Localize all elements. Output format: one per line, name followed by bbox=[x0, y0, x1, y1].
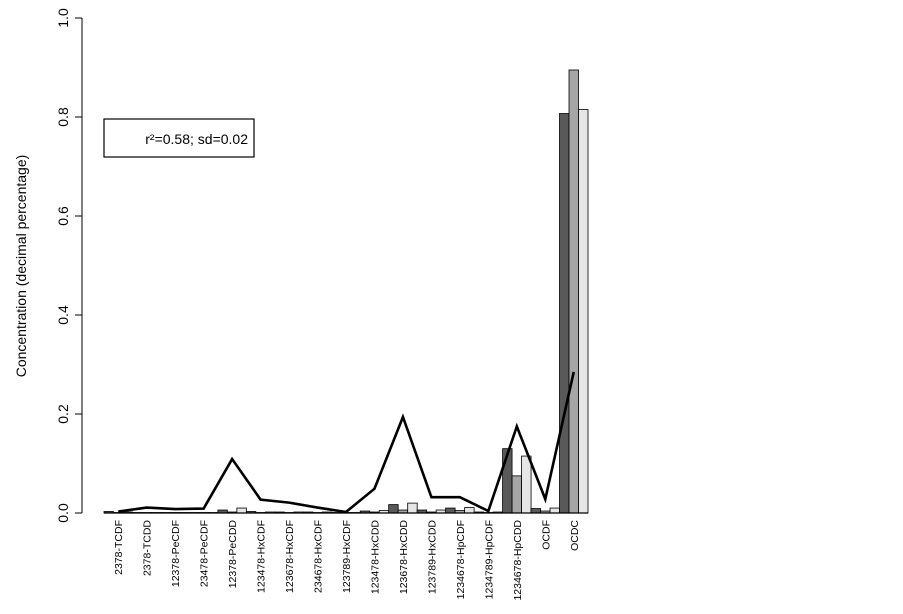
x-tick-label-123478-HxCDF: 123478-HxCDF bbox=[256, 520, 268, 593]
x-tick-label-123478-HxCDD: 123478-HxCDD bbox=[369, 520, 381, 595]
y-tick-label-0.4: 0.4 bbox=[55, 305, 71, 325]
bar-3-OCDC bbox=[578, 109, 589, 514]
x-tick-label-12378-PeCDF: 12378-PeCDF bbox=[170, 520, 182, 587]
y-axis: 0.0 0.2 0.4 0.6 0.8 1.0 bbox=[55, 8, 83, 523]
x-tick-label-12378-PeCDD: 12378-PeCDD bbox=[227, 520, 239, 589]
y-tick-label-0.8: 0.8 bbox=[55, 107, 71, 127]
bar-1-1234678-HpCDF bbox=[445, 507, 456, 514]
x-tick-label-OCDF: OCDF bbox=[540, 520, 552, 550]
x-tick-label-123789-HxCDD: 123789-HxCDD bbox=[426, 520, 438, 595]
x-axis: 2378-TCDF 2378-TCDD 12378-PeCDF 23478-PeCDF… bbox=[104, 512, 588, 601]
x-tick-label-23478-PeCDF: 23478-PeCDF bbox=[199, 520, 211, 587]
bar-2-OCDC bbox=[568, 69, 579, 514]
bar-2-1234678-HpCDD bbox=[511, 475, 522, 514]
legend: r²=0.58; sd=0.02 bbox=[103, 118, 255, 158]
bar-3-12378-PeCDD bbox=[236, 507, 247, 514]
x-tick-label-2378-TCDD: 2378-TCDD bbox=[142, 520, 154, 576]
bar-3-1234678-HpCDD bbox=[521, 455, 532, 514]
x-tick-label-123789-HxCDF: 123789-HxCDF bbox=[341, 520, 353, 593]
bar-1-123678-HxCDD bbox=[388, 504, 399, 514]
bar-1-OCDC bbox=[559, 113, 570, 514]
legend-text: r²=0.58; sd=0.02 bbox=[145, 131, 248, 147]
y-tick-label-0.0: 0.0 bbox=[55, 503, 71, 523]
x-tick-label-123678-HxCDD: 123678-HxCDD bbox=[398, 520, 410, 595]
bar-3-123678-HxCDD bbox=[407, 502, 418, 514]
y-axis-title: Concentration (decimal percentage) bbox=[13, 155, 29, 378]
y-tick-label-0.6: 0.6 bbox=[55, 206, 71, 226]
bar-1-OCDF bbox=[530, 508, 541, 514]
x-tick-label-1234678-HpCDD: 1234678-HpCDD bbox=[512, 520, 524, 601]
bars-group bbox=[103, 69, 589, 514]
bar-3-1234678-HpCDF bbox=[464, 507, 475, 514]
x-tick-label-123678-HxCDF: 123678-HxCDF bbox=[284, 520, 296, 593]
y-tick-label-1.0: 1.0 bbox=[55, 8, 71, 28]
profile-line bbox=[118, 371, 576, 514]
x-tick-label-2378-TCDF: 2378-TCDF bbox=[113, 520, 125, 575]
x-tick-label-OCDC: OCDC bbox=[569, 520, 581, 551]
x-tick-label-1234789-HpCDF: 1234789-HpCDF bbox=[483, 520, 495, 599]
bar-3-OCDF bbox=[549, 507, 560, 514]
profile-line-group bbox=[118, 371, 576, 514]
y-tick-label-0.2: 0.2 bbox=[55, 404, 71, 424]
x-tick-label-1234678-HpCDF: 1234678-HpCDF bbox=[455, 520, 467, 599]
legend-box bbox=[103, 118, 255, 158]
x-tick-label-234678-HxCDF: 234678-HxCDF bbox=[313, 520, 325, 593]
